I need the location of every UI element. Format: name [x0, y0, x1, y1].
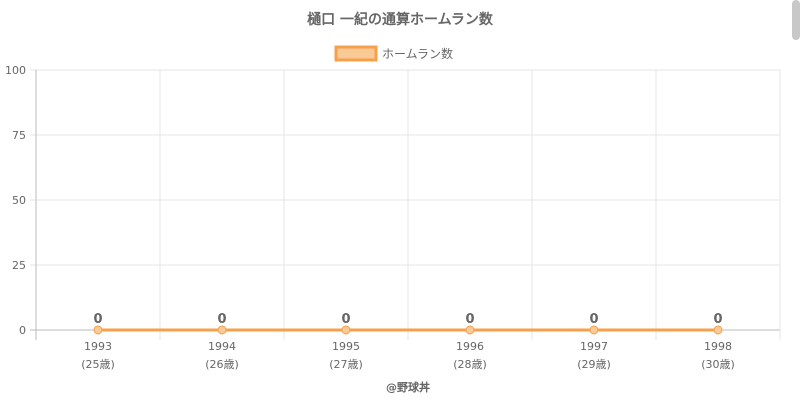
- x-tick-sublabel: (30歳): [701, 358, 735, 371]
- data-label: 0: [713, 312, 722, 327]
- plot-area: 0 0 0 0 0 0: [93, 312, 723, 335]
- y-tick-label: 100: [5, 64, 26, 77]
- x-tick-label: 1996: [456, 340, 484, 353]
- legend-swatch: [334, 45, 378, 62]
- data-label: 0: [93, 312, 102, 327]
- y-tick-label: 25: [12, 259, 26, 272]
- y-tick-label: 75: [12, 129, 26, 142]
- grid: [30, 69, 781, 340]
- x-tick-label: 1995: [332, 340, 360, 353]
- scrollbar[interactable]: [792, 0, 800, 40]
- legend[interactable]: ホームラン数: [334, 45, 453, 62]
- data-label: 0: [217, 312, 226, 327]
- y-tick-label: 50: [12, 194, 26, 207]
- data-label: 0: [341, 312, 350, 327]
- x-tick-sublabel: (27歳): [329, 358, 363, 371]
- x-tick-sublabel: (28歳): [453, 358, 487, 371]
- x-tick-sublabel: (29歳): [577, 358, 611, 371]
- data-point: [341, 325, 351, 335]
- x-tick-label: 1998: [704, 340, 732, 353]
- x-tick-sublabel: (26歳): [205, 358, 239, 371]
- x-tick-sublabel: (25歳): [81, 358, 115, 371]
- y-tick-label: 0: [19, 324, 26, 337]
- x-tick-label: 1993: [84, 340, 112, 353]
- axes: 0 25 50 75 100 1993 (25歳) 1994 (26歳) 1995 (27歳) 199…: [5, 64, 735, 371]
- data-point: [713, 325, 723, 335]
- x-tick-label: 1994: [208, 340, 236, 353]
- chart-title: 樋口 一紀の通算ホームラン数: [307, 11, 494, 28]
- data-label: 0: [589, 312, 598, 327]
- x-tick-label: 1997: [580, 340, 608, 353]
- data-point: [217, 325, 227, 335]
- legend-label: ホームラン数: [382, 46, 453, 61]
- credit: @野球丼: [386, 380, 430, 394]
- data-point: [93, 325, 103, 335]
- data-label: 0: [465, 312, 474, 327]
- data-point: [589, 325, 599, 335]
- data-point: [465, 325, 475, 335]
